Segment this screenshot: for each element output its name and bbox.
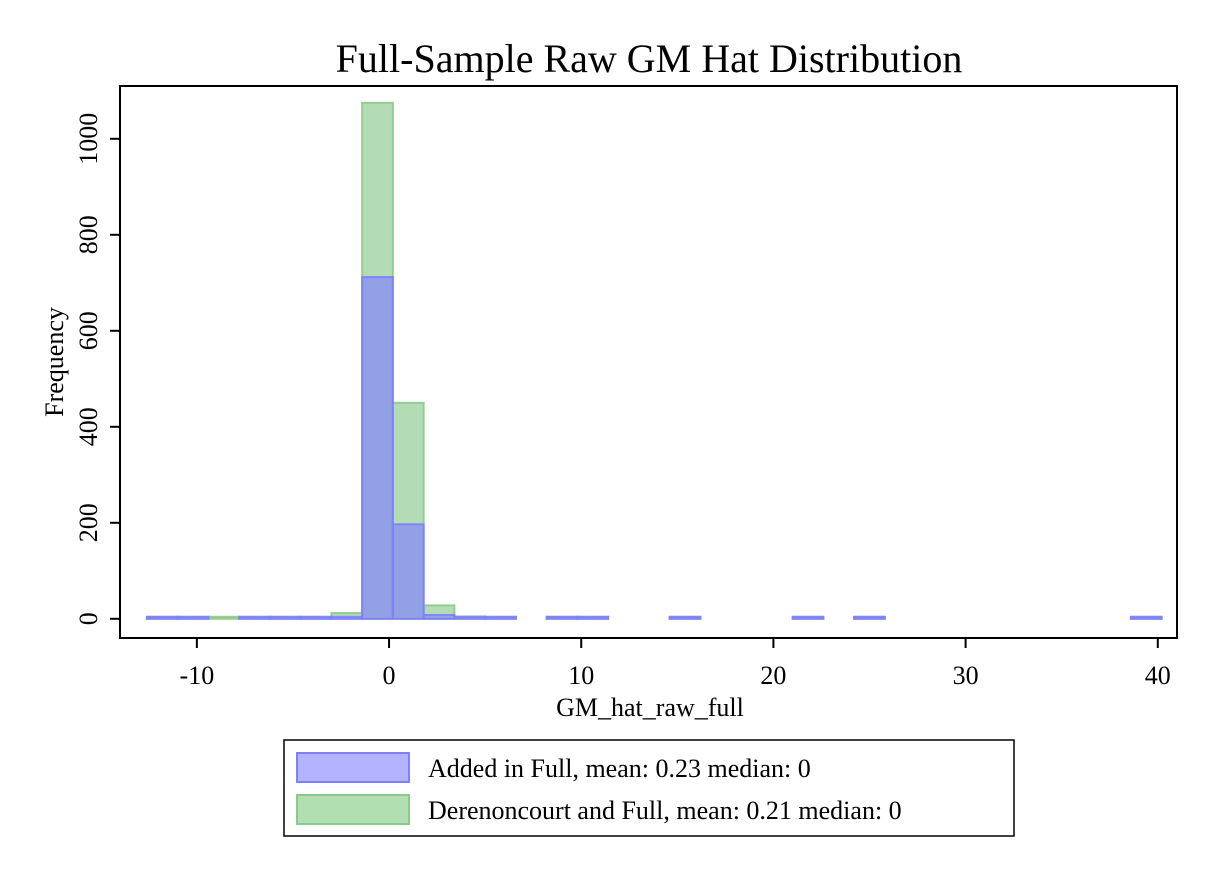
y-axis-ticks: 0 200 400 600 800 1000 — [74, 113, 120, 625]
bar-added-in-full-7 — [391, 523, 425, 620]
bar-added-in-full-10 — [484, 615, 517, 620]
y-tick-label: 800 — [74, 215, 103, 254]
bar-added-in-full-14 — [791, 615, 825, 620]
y-tick-label: 400 — [74, 407, 103, 446]
y-tick-label: 1000 — [74, 113, 103, 165]
bar-added-in-full-2 — [238, 615, 271, 620]
x-tick-label: 10 — [568, 661, 594, 690]
y-tick-label: 0 — [74, 612, 103, 625]
bar-added-in-full-5 — [330, 615, 364, 620]
bar-added-in-full-16 — [1129, 615, 1163, 620]
x-tick-label: 0 — [383, 661, 396, 690]
bar-added-in-full-8 — [422, 613, 456, 620]
legend-label-derenoncourt-and-full: Derenoncourt and Full, mean: 0.21 median… — [428, 796, 902, 825]
y-tick-label: 600 — [74, 311, 103, 350]
chart-title: Full-Sample Raw GM Hat Distribution — [336, 36, 963, 81]
plot-frame — [119, 85, 1178, 639]
bar-added-in-full-4 — [299, 615, 333, 620]
bar-added-in-full-9 — [453, 615, 487, 620]
legend-swatch-added-in-full — [296, 752, 410, 783]
x-tick-label: 40 — [1145, 661, 1171, 690]
legend-swatch-derenoncourt-and-full — [296, 794, 410, 825]
x-axis-ticks: -10 0 10 20 30 40 — [180, 638, 1171, 690]
y-tick-label: 200 — [74, 503, 103, 542]
bar-added-in-full-15 — [853, 615, 886, 620]
bar-added-in-full-6 — [361, 276, 394, 620]
bar-derenoncourt-and-full-2 — [207, 615, 241, 620]
x-tick-label: 30 — [953, 661, 979, 690]
x-tick-label: 20 — [760, 661, 786, 690]
bar-added-in-full-3 — [268, 615, 302, 620]
y-axis-label: Frequency — [40, 307, 69, 417]
bar-added-in-full-11 — [545, 615, 579, 620]
bars-layer — [145, 101, 1163, 620]
bar-added-in-full-1 — [176, 615, 210, 620]
bar-added-in-full-12 — [576, 615, 610, 620]
x-tick-label: -10 — [180, 661, 215, 690]
bar-added-in-full-13 — [668, 615, 702, 620]
bar-added-in-full-0 — [145, 615, 179, 620]
legend-label-added-in-full: Added in Full, mean: 0.23 median: 0 — [428, 754, 811, 783]
legend: Added in Full, mean: 0.23 median: 0 Dere… — [283, 739, 1015, 837]
x-axis-label: GM_hat_raw_full — [556, 693, 744, 722]
